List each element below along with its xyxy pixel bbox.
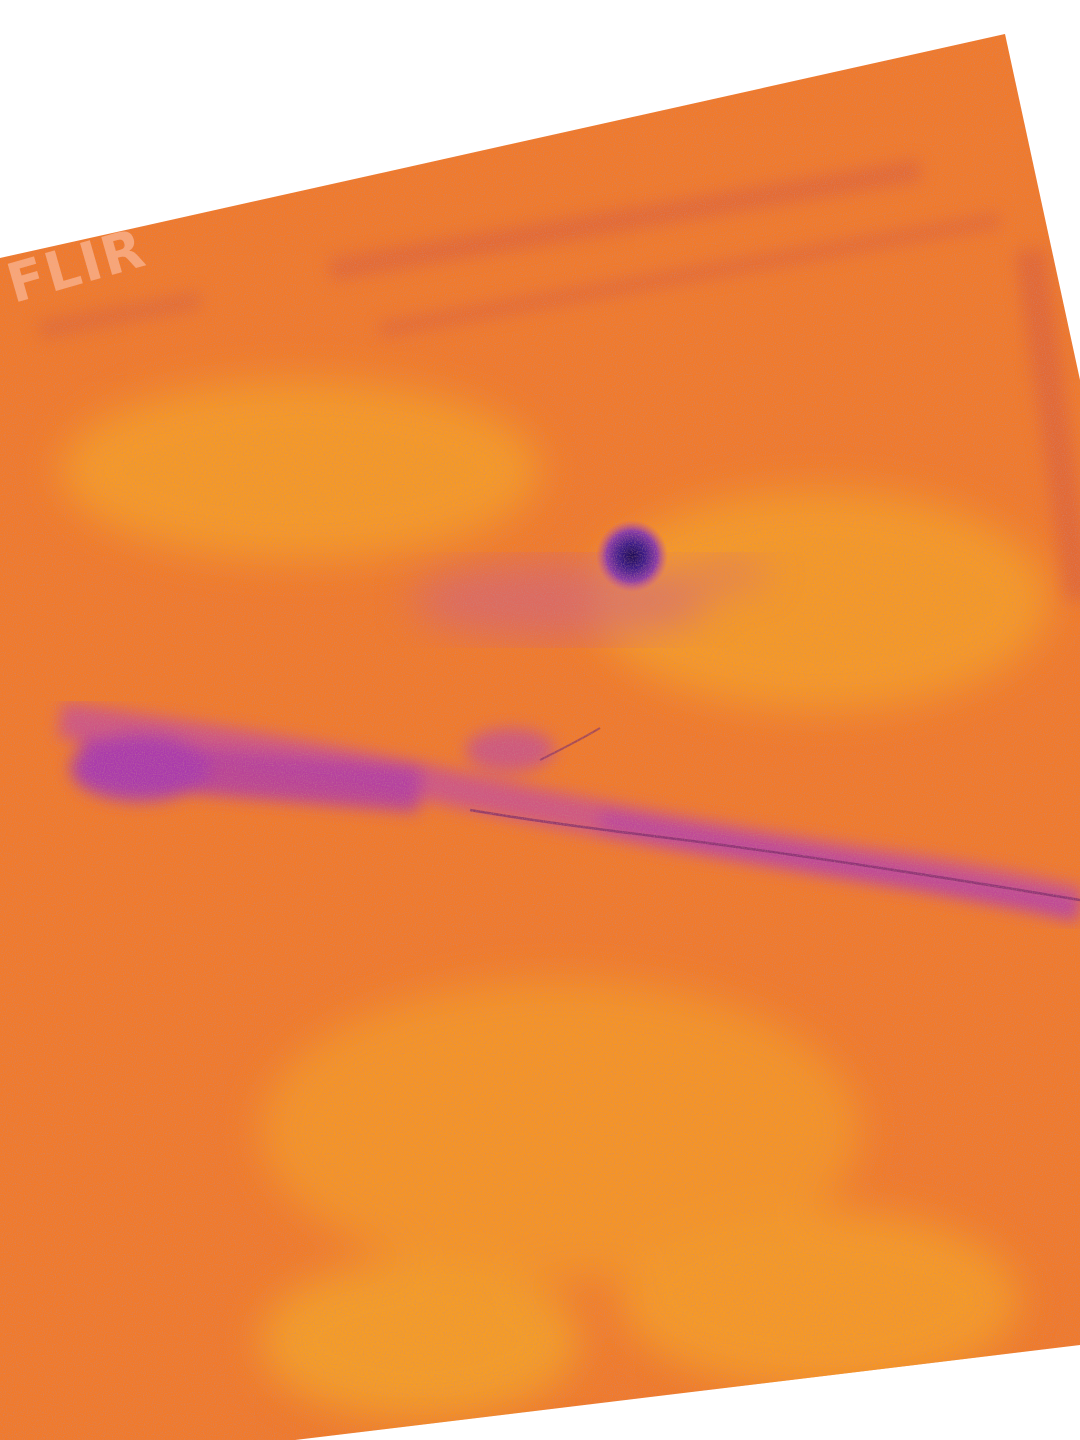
thermal-image-viewer: FLIR [0,34,1080,1440]
thermal-frame [0,34,1080,1440]
thermal-photo [0,34,1080,1440]
